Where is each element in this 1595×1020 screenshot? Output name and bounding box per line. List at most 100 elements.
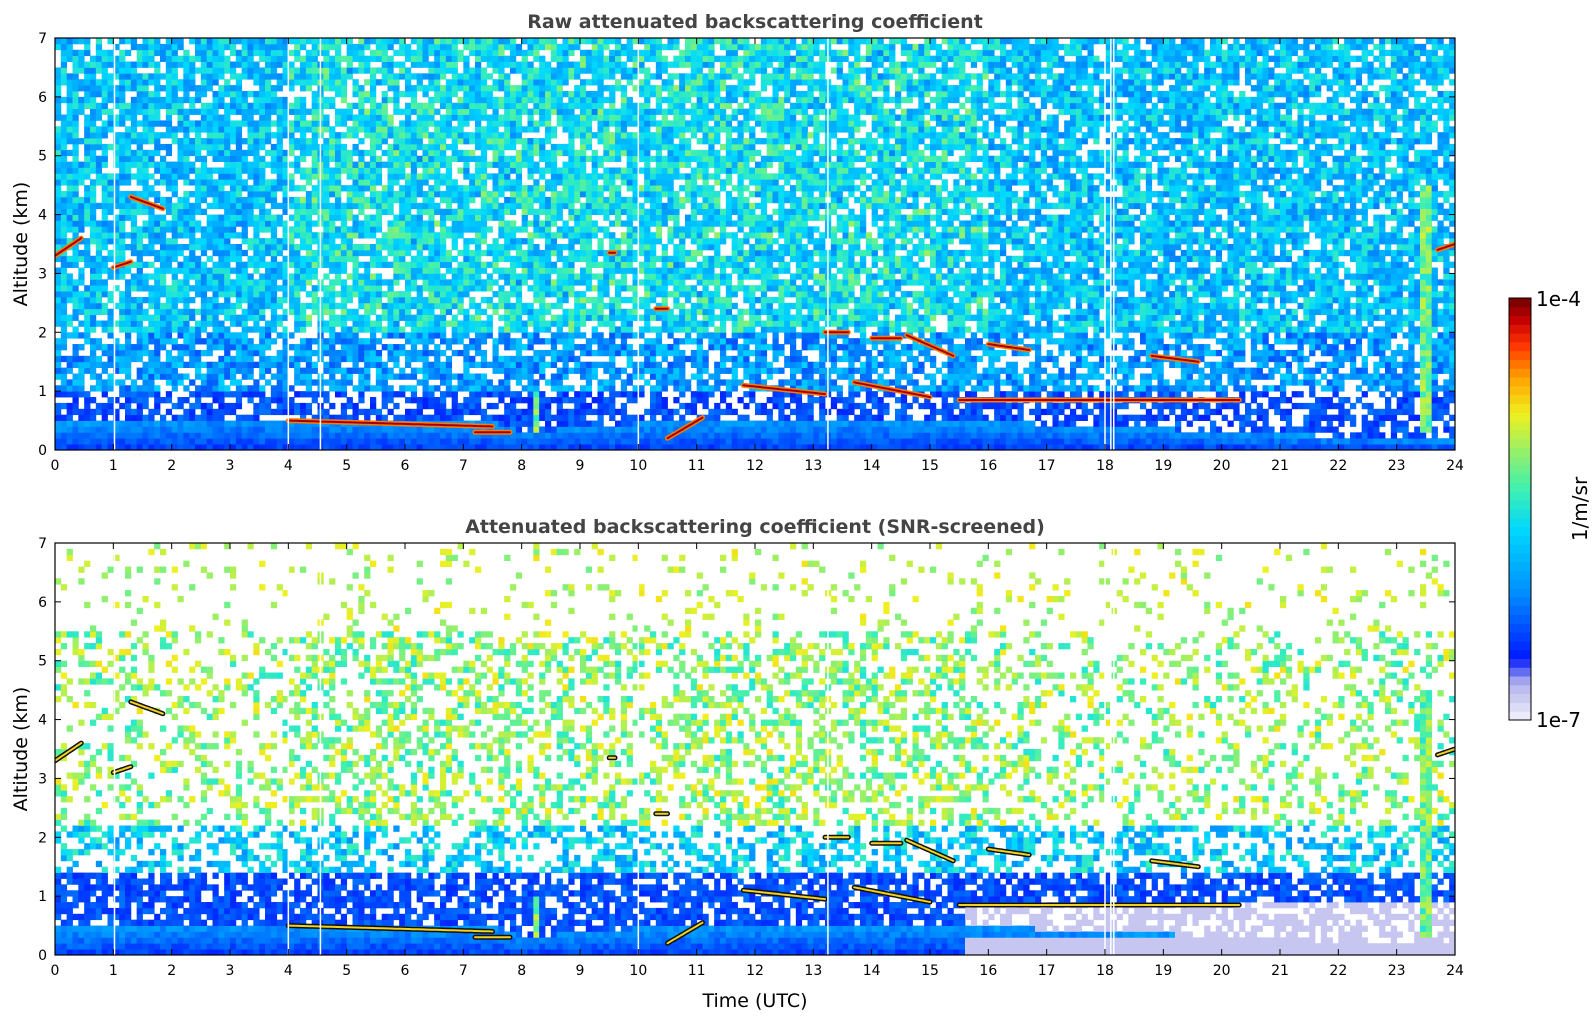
- heatmap-cell: [119, 138, 126, 145]
- heatmap-cell: [294, 308, 301, 316]
- heatmap-cell: [428, 267, 435, 274]
- heatmap-cell: [212, 426, 219, 433]
- heatmap-cell: [224, 232, 231, 239]
- heatmap-cell: [387, 73, 394, 80]
- heatmap-cell: [533, 143, 540, 151]
- heatmap-cell: [550, 279, 558, 286]
- heatmap-cell: [78, 55, 85, 62]
- heatmap-cell: [177, 138, 184, 145]
- heatmap-cell: [113, 414, 120, 421]
- heatmap-cell: [55, 43, 62, 51]
- heatmap-cell: [148, 355, 155, 363]
- heatmap-cell: [358, 355, 365, 363]
- heatmap-cell: [235, 167, 243, 174]
- heatmap-cell: [335, 185, 342, 192]
- heatmap-cell: [527, 73, 534, 80]
- heatmap-cell: [136, 344, 143, 351]
- heatmap-cell: [515, 414, 523, 421]
- heatmap-cell: [370, 349, 377, 357]
- heatmap-cell: [346, 367, 353, 374]
- heatmap-cell: [142, 179, 149, 186]
- heatmap-cell: [206, 444, 213, 450]
- heatmap-cell: [265, 367, 272, 374]
- heatmap-cell: [101, 285, 108, 292]
- heatmap-cell: [457, 226, 464, 233]
- heatmap-cell: [399, 273, 406, 280]
- heatmap-cell: [358, 226, 365, 233]
- heatmap-cell: [282, 226, 289, 233]
- heatmap-cell: [352, 126, 359, 133]
- heatmap-cell: [142, 102, 149, 110]
- heatmap-cell: [451, 185, 458, 192]
- heatmap-cell: [288, 238, 295, 245]
- heatmap-cell: [457, 79, 464, 86]
- heatmap-cell: [241, 296, 248, 304]
- heatmap-cell: [416, 61, 423, 68]
- heatmap-cell: [259, 167, 266, 174]
- heatmap-cell: [305, 291, 313, 298]
- heatmap-cell: [55, 279, 62, 286]
- heatmap-cell: [288, 308, 295, 316]
- heatmap-cell: [235, 143, 243, 151]
- heatmap-cell: [533, 73, 540, 80]
- heatmap-cell: [282, 338, 289, 345]
- heatmap-cell: [171, 373, 178, 380]
- heatmap-cell: [515, 67, 523, 74]
- heatmap-cell: [346, 55, 353, 62]
- heatmap-cell: [183, 149, 190, 157]
- heatmap-cell: [556, 167, 563, 174]
- heatmap-cell: [230, 244, 237, 251]
- heatmap-cell: [486, 73, 493, 80]
- heatmap-cell: [428, 108, 435, 115]
- heatmap-cell: [352, 338, 359, 345]
- heatmap-cell: [410, 138, 418, 145]
- heatmap-cell: [545, 85, 552, 92]
- heatmap-cell: [177, 355, 184, 363]
- heatmap-cell: [475, 132, 482, 139]
- heatmap-cell: [323, 214, 330, 221]
- heatmap-cell: [440, 73, 447, 80]
- heatmap-cell: [165, 96, 173, 104]
- heatmap-cell: [498, 232, 505, 239]
- heatmap-cell: [405, 108, 412, 115]
- heatmap-cell: [370, 214, 377, 221]
- heatmap-cell: [113, 155, 120, 162]
- heatmap-cell: [340, 414, 348, 421]
- heatmap-cell: [545, 432, 552, 439]
- heatmap-cell: [364, 408, 371, 416]
- heatmap-cell: [323, 55, 330, 62]
- heatmap-cell: [300, 238, 307, 245]
- heatmap-cell: [515, 249, 523, 257]
- heatmap-cell: [247, 120, 254, 127]
- heatmap-cell: [375, 255, 383, 263]
- heatmap-cell: [562, 291, 569, 298]
- heatmap-cell: [130, 149, 138, 157]
- heatmap-cell: [55, 114, 62, 121]
- heatmap-cell: [113, 191, 120, 198]
- heatmap-cell: [527, 255, 534, 263]
- heatmap-cell: [241, 120, 248, 127]
- heatmap-cell: [375, 132, 383, 139]
- heatmap-cell: [101, 232, 108, 239]
- heatmap-cell: [323, 73, 330, 80]
- heatmap-cell: [375, 179, 383, 186]
- heatmap-cell: [177, 155, 184, 162]
- heatmap-cell: [183, 49, 190, 57]
- heatmap-cell: [422, 155, 429, 162]
- heatmap-cell: [399, 226, 406, 233]
- heatmap-cell: [445, 285, 453, 292]
- heatmap-cell: [218, 373, 225, 380]
- heatmap-cell: [224, 296, 231, 304]
- heatmap-cell: [84, 255, 91, 263]
- heatmap-cell: [311, 285, 318, 292]
- heatmap-cell: [492, 161, 499, 168]
- heatmap-cell: [253, 326, 260, 333]
- heatmap-cell: [60, 138, 68, 145]
- heatmap-cell: [346, 244, 353, 251]
- heatmap-cell: [515, 308, 523, 316]
- heatmap-cell: [504, 402, 511, 410]
- heatmap-cell: [130, 420, 138, 427]
- heatmap-cell: [154, 85, 161, 92]
- heatmap-cell: [375, 279, 383, 286]
- heatmap-cell: [160, 332, 167, 339]
